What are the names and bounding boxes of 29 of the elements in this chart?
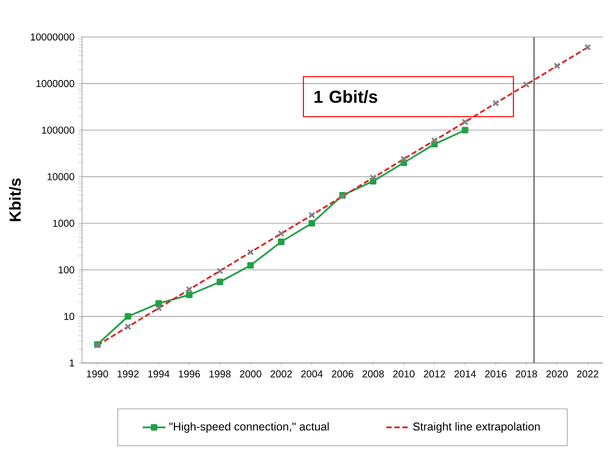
x-tick-label: 2006 bbox=[332, 370, 354, 378]
y-tick-label: 1000000 bbox=[36, 80, 74, 88]
x-tick-label: 2020 bbox=[546, 370, 568, 378]
x-tick-label: 2016 bbox=[485, 370, 506, 378]
y-tick-label: 100 bbox=[58, 266, 74, 274]
x-tick-label: 2012 bbox=[424, 370, 446, 378]
y-tick-label: 1000 bbox=[53, 220, 74, 227]
x-tick-label: 2008 bbox=[362, 370, 384, 378]
x-tick-label: 2010 bbox=[393, 370, 415, 378]
x-tick-label: 1996 bbox=[178, 370, 200, 378]
y-tick-label: 1 bbox=[70, 360, 74, 366]
x-tick-label: 1994 bbox=[148, 370, 170, 378]
x-tick-label: 2000 bbox=[240, 370, 262, 378]
x-tick-label: 1998 bbox=[210, 370, 231, 378]
x-tick-label: 2022 bbox=[577, 370, 598, 378]
y-tick-label: 10000 bbox=[48, 173, 74, 180]
x-tick-label: 2002 bbox=[270, 370, 292, 378]
y-axis-title: Kbit/s bbox=[9, 178, 21, 222]
x-tick-label: 1992 bbox=[118, 370, 139, 378]
y-tick-label: 10000000 bbox=[30, 33, 74, 41]
legend-label: "High-speed connection," actual bbox=[169, 422, 329, 433]
x-tick-label: 2018 bbox=[516, 370, 538, 378]
y-tick-label: 100000 bbox=[42, 126, 74, 134]
x-tick-label: 2004 bbox=[301, 370, 323, 378]
annotation: 1 Gbit/s bbox=[314, 90, 378, 104]
legend-label: Straight line extrapolation bbox=[413, 422, 540, 433]
y-tick-label: 10 bbox=[64, 312, 74, 320]
x-tick-label: 2014 bbox=[454, 370, 476, 378]
x-tick-label: 1990 bbox=[86, 370, 108, 378]
